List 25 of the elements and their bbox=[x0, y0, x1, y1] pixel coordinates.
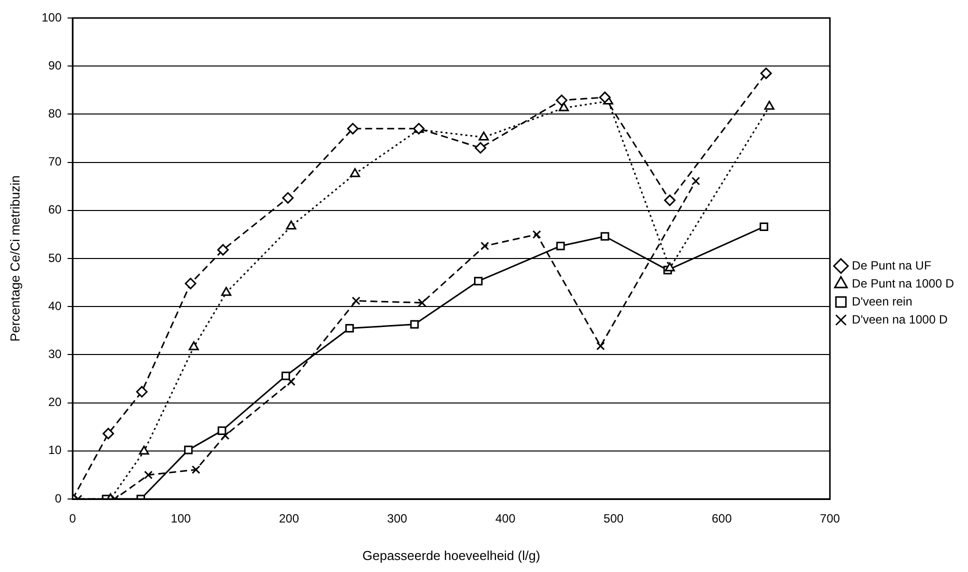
y-tick-label: 0 bbox=[54, 491, 62, 506]
y-tick-label: 50 bbox=[48, 250, 62, 265]
legend-label: De Punt na UF bbox=[852, 258, 932, 272]
y-tick-label: 80 bbox=[48, 106, 62, 121]
x-tick-label: 700 bbox=[820, 512, 840, 526]
x-tick-label: 400 bbox=[495, 512, 516, 526]
y-tick-label: 20 bbox=[48, 395, 62, 410]
x-axis-title: Gepasseerde hoeveelheid (l/g) bbox=[362, 548, 540, 563]
y-tick-label: 40 bbox=[48, 298, 62, 313]
x-tick-label: 600 bbox=[712, 512, 732, 526]
y-tick-label: 30 bbox=[48, 347, 62, 362]
y-tick-label: 90 bbox=[48, 58, 62, 72]
legend-label: De Punt na 1000 D bbox=[852, 276, 954, 290]
x-tick-label: 100 bbox=[170, 512, 192, 526]
x-tick-label: 200 bbox=[278, 512, 300, 526]
x-tick-label: 500 bbox=[604, 512, 624, 526]
x-tick-label: 0 bbox=[69, 512, 76, 526]
y-tick-label: 60 bbox=[48, 202, 62, 217]
y-tick-label: 70 bbox=[48, 154, 62, 169]
y-tick-label: 10 bbox=[48, 443, 62, 458]
y-axis-title: Percentage Ce/Ci metribuzin bbox=[7, 175, 22, 342]
y-tick-label: 100 bbox=[42, 10, 62, 24]
legend-label: D'veen na 1000 D bbox=[852, 312, 948, 326]
legend-label: D'veen rein bbox=[852, 294, 912, 308]
x-tick-label: 300 bbox=[387, 512, 408, 526]
